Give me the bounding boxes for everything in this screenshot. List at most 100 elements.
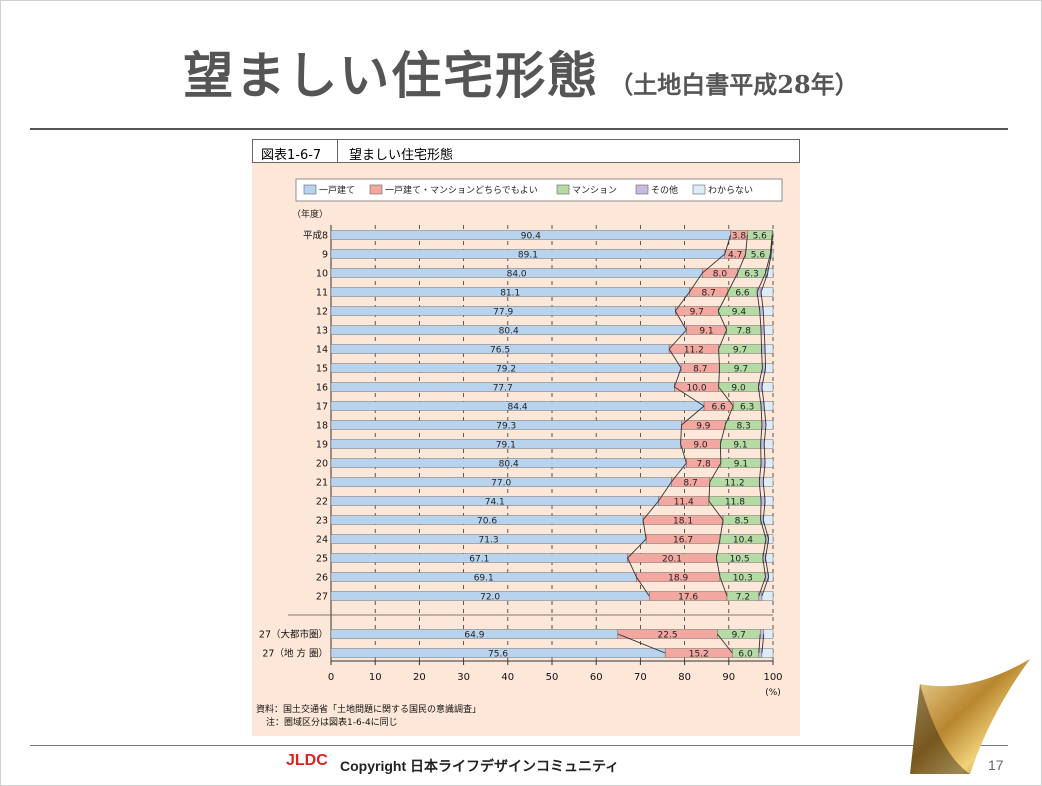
data-label: 6.6: [711, 403, 726, 413]
category-label: 25: [316, 554, 328, 565]
data-label: 79.2: [496, 365, 516, 375]
data-label: 7.2: [736, 593, 750, 603]
copyright-text: Copyright 日本ライフデザインコミュニティ: [340, 758, 620, 774]
boundary-connector: [758, 633, 761, 654]
data-label: 69.1: [474, 574, 494, 584]
bar-segment: [765, 553, 774, 563]
data-label: 10.4: [733, 536, 753, 546]
legend-swatch: [635, 184, 649, 195]
data-label: 9.7: [732, 631, 746, 641]
bar-segment: [763, 477, 774, 487]
x-tick-label: 60: [590, 672, 603, 683]
legend-box: [295, 178, 783, 202]
data-label: 9.4: [732, 308, 747, 318]
data-label: 15.2: [689, 650, 709, 660]
bar-segment: [765, 420, 774, 430]
page-curl-decoration: [910, 659, 1030, 774]
figure-source: 資料：国土交通省「土地問題に関する国民の意識調査」: [256, 703, 481, 715]
boundary-connector: [617, 633, 666, 654]
data-label: 76.5: [490, 346, 510, 356]
data-label: 8.5: [735, 517, 749, 527]
bar-segment: [763, 439, 774, 449]
data-label: 9.1: [699, 327, 713, 337]
bar-segment: [765, 363, 774, 373]
data-label: 89.1: [518, 251, 538, 261]
bar-segment: [763, 515, 774, 525]
category-label: 27（大都市圏）: [259, 629, 328, 641]
title-divider: [30, 128, 1008, 130]
legend-label: マンション: [572, 186, 617, 196]
data-label: 9.0: [693, 441, 708, 451]
x-tick-label: 40: [501, 672, 514, 683]
data-label: 71.3: [479, 536, 499, 546]
data-label: 22.5: [658, 631, 678, 641]
category-label: 11: [316, 288, 328, 299]
data-label: 4.7: [728, 251, 742, 261]
x-tick-label: 50: [546, 672, 559, 683]
data-label: 9.7: [690, 308, 704, 318]
data-label: 5.6: [751, 251, 766, 261]
x-tick-label: 90: [722, 672, 735, 683]
data-label: 17.6: [678, 593, 698, 603]
data-label: 81.1: [500, 289, 520, 299]
bar-segment: [761, 648, 774, 658]
category-label: 23: [316, 516, 328, 527]
data-label: 6.3: [740, 403, 754, 413]
figure-title: 望ましい住宅形態: [349, 148, 454, 163]
legend-swatch: [556, 184, 570, 195]
data-label: 9.1: [734, 460, 748, 470]
bar-segment: [760, 287, 774, 297]
stacked-bar-chart: 一戸建て 一戸建て・マンションどちらでもよい マンション その他 わからない （年度） 平成…: [256, 178, 783, 728]
x-tick-label: 10: [369, 672, 382, 683]
slide-title-sub: （土地白書平成28年）: [609, 70, 859, 99]
x-tick-label: 30: [457, 672, 470, 683]
bar-segment: [764, 496, 774, 506]
data-label: 7.8: [737, 327, 752, 337]
data-label: 74.1: [485, 498, 505, 508]
data-label: 9.9: [696, 422, 711, 432]
data-label: 8.3: [736, 422, 750, 432]
legend-label: わからない: [708, 185, 753, 196]
data-label: 79.3: [496, 422, 516, 432]
data-label: 10.3: [733, 574, 753, 584]
data-label: 80.4: [499, 460, 519, 470]
y-axis-header: （年度）: [292, 208, 328, 220]
footer-divider: [30, 745, 1008, 746]
bar-segment: [763, 325, 774, 335]
bar-segment: [768, 534, 774, 544]
category-label: 21: [316, 478, 328, 489]
data-label: 77.7: [493, 384, 513, 394]
data-label: 11.4: [674, 498, 694, 508]
data-label: 9.7: [734, 365, 748, 375]
boundary-connector: [716, 633, 733, 654]
legend-label: その他: [651, 184, 678, 196]
bar-segment: [763, 629, 774, 639]
boundary-connector: [760, 234, 774, 597]
slide-title: 望ましい住宅形態 （土地白書平成28年）: [0, 36, 1042, 108]
category-label: 12: [316, 307, 328, 318]
data-label: 8.7: [702, 289, 716, 299]
figure-header: 図表1-6-7 望ましい住宅形態: [252, 139, 800, 163]
legend-swatch: [692, 184, 706, 195]
category-label: 14: [316, 345, 328, 356]
category-label: 19: [316, 440, 328, 451]
data-label: 6.6: [735, 289, 750, 299]
data-label: 8.7: [693, 365, 707, 375]
category-label: 10: [316, 269, 328, 280]
category-label: 17: [316, 402, 328, 413]
bar-segment: [768, 572, 774, 582]
data-label: 16.7: [673, 536, 693, 546]
data-label: 5.6: [753, 232, 768, 242]
bar-segment: [764, 458, 774, 468]
data-label: 77.9: [493, 308, 513, 318]
bar-segment: [763, 306, 774, 316]
figure-note: 注：圏域区分は図表1-6-4に同じ: [266, 716, 398, 728]
x-tick-label: 20: [413, 672, 426, 683]
data-label: 10.0: [687, 384, 707, 394]
data-label: 9.0: [731, 384, 746, 394]
category-label: 15: [316, 364, 328, 375]
data-label: 8.0: [713, 270, 728, 280]
data-label: 72.0: [480, 593, 500, 603]
data-label: 6.3: [744, 270, 758, 280]
data-label: 7.8: [696, 460, 711, 470]
